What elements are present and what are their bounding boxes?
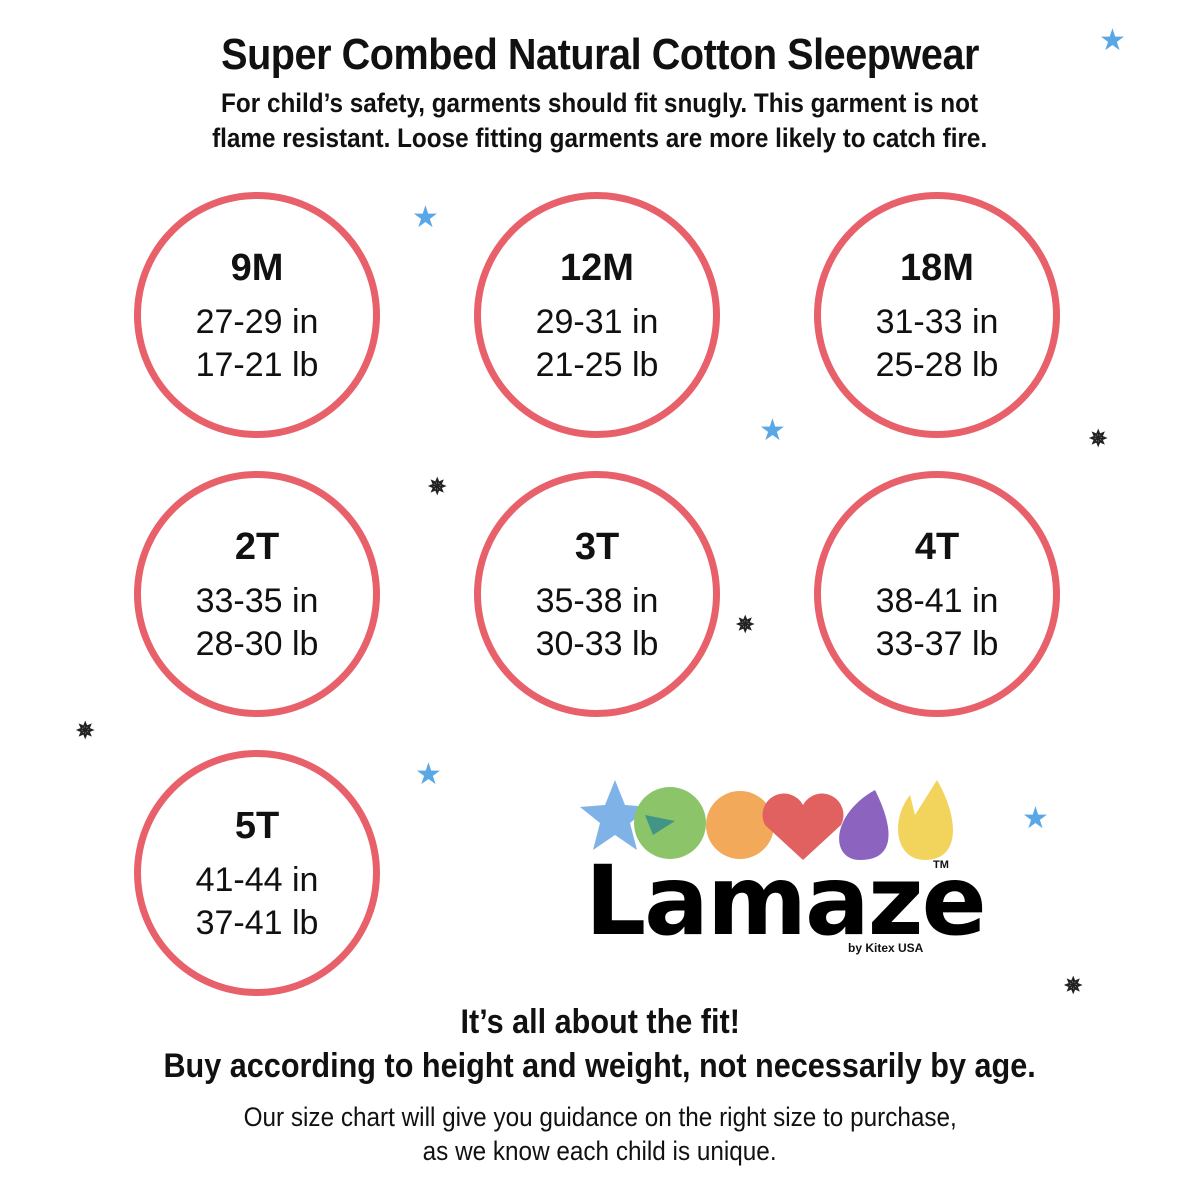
height-range: 38-41 in	[875, 582, 999, 620]
lamaze-logo: Lamaze TM by Kitex USA	[575, 775, 987, 960]
height-range: 31-33 in	[875, 303, 999, 341]
height-range: 35-38 in	[535, 582, 659, 620]
fit-tagline: It’s all about the fit! Buy according to…	[163, 1003, 1037, 1085]
size-circle-5t: 5T 41-44 in 37-41 lb	[134, 750, 380, 996]
sparkle-icon: ✵	[1089, 426, 1108, 451]
size-circle-18m: 18M 31-33 in 25-28 lb	[814, 192, 1060, 438]
sparkle-icon: ✵	[76, 718, 95, 743]
size-circle-2t: 2T 33-35 in 28-30 lb	[134, 471, 380, 717]
size-label: 9M	[230, 247, 284, 289]
logo-byline: by Kitex USA	[848, 941, 924, 955]
size-label: 4T	[914, 526, 960, 568]
weight-range: 30-33 lb	[535, 625, 659, 663]
logo-wordmark: Lamaze	[585, 845, 987, 957]
star-icon: ★	[759, 414, 786, 447]
star-icon: ★	[1022, 802, 1049, 835]
page-title: Super Combed Natural Cotton Sleepwear	[221, 30, 979, 79]
size-circle-3t: 3T 35-38 in 30-33 lb	[474, 471, 720, 717]
size-label: 5T	[234, 805, 280, 847]
size-guidance-note: Our size chart will give you guidance on…	[243, 1102, 957, 1166]
size-circle-12m: 12M 29-31 in 21-25 lb	[474, 192, 720, 438]
height-range: 33-35 in	[195, 582, 319, 620]
star-icon: ★	[412, 201, 439, 234]
safety-warning: For child’s safety, garments should fit …	[212, 88, 988, 153]
weight-range: 21-25 lb	[535, 346, 659, 384]
star-icon: ★	[415, 758, 442, 791]
weight-range: 33-37 lb	[875, 625, 999, 663]
size-label: 18M	[900, 247, 974, 289]
weight-range: 25-28 lb	[875, 346, 999, 384]
star-icon: ★	[1099, 24, 1126, 57]
sparkle-icon: ✵	[1064, 973, 1083, 998]
height-range: 29-31 in	[535, 303, 659, 341]
weight-range: 28-30 lb	[195, 625, 319, 663]
weight-range: 37-41 lb	[195, 904, 319, 942]
logo-shapes-icon	[580, 780, 953, 860]
size-circle-9m: 9M 27-29 in 17-21 lb	[134, 192, 380, 438]
height-range: 41-44 in	[195, 861, 319, 899]
size-circle-4t: 4T 38-41 in 33-37 lb	[814, 471, 1060, 717]
size-label: 3T	[574, 526, 620, 568]
sparkle-icon: ✵	[428, 474, 447, 499]
trademark: TM	[933, 859, 949, 871]
sparkle-icon: ✵	[736, 612, 755, 637]
weight-range: 17-21 lb	[195, 346, 319, 384]
size-label: 12M	[560, 247, 634, 289]
height-range: 27-29 in	[195, 303, 319, 341]
size-label: 2T	[234, 526, 280, 568]
